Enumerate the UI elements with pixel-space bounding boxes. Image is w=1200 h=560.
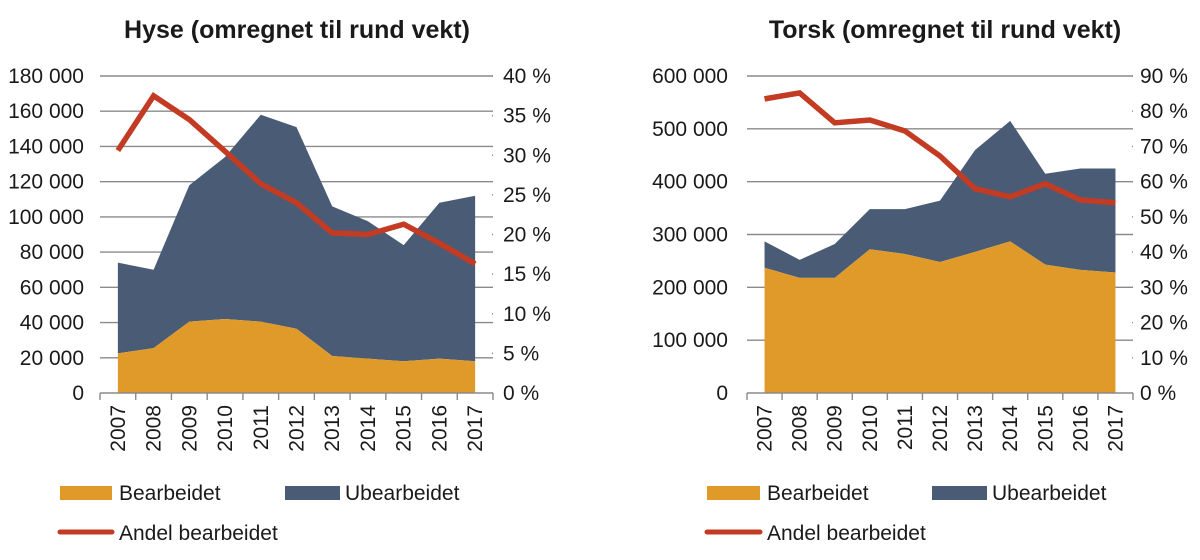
- x-tick-label: 2013: [964, 405, 987, 452]
- x-tick-label: 2009: [824, 405, 847, 452]
- x-tick-label: 2013: [321, 405, 344, 452]
- y-axis-ticks: 0 20 000 40 000 60 000 80 000 100 000 120 000 1…: [8, 65, 84, 405]
- legend-item-ubearbeidet: Ubearbeidet: [285, 482, 460, 505]
- y2-tick-label: 50 %: [1140, 206, 1188, 229]
- x-tick-label: 2007: [754, 405, 777, 452]
- chart-hyse: Hyse (omregnet til rund vekt) 0 20 000 40 …: [8, 16, 551, 545]
- y2-tick-label: 10 %: [1140, 347, 1188, 370]
- area-ubearbeidet: [117, 114, 476, 362]
- y-tick-label: 400 000: [652, 171, 728, 194]
- y-tick-label: 140 000: [8, 135, 84, 158]
- legend-swatch-ubearbeidet: [285, 486, 340, 500]
- x-tick-label: 2015: [1034, 405, 1057, 452]
- y2-tick-label: 60 %: [1140, 171, 1188, 194]
- area-ubearbeidet: [764, 120, 1116, 278]
- chart-title: Torsk (omregnet til rund vekt): [769, 16, 1121, 44]
- y-tick-label: 100 000: [652, 329, 728, 352]
- y-tick-label: 0: [72, 382, 84, 405]
- axes: [99, 75, 494, 400]
- x-tick-label: 2008: [143, 405, 166, 452]
- legend-label-andel-bearbeidet: Andel bearbeidet: [119, 522, 278, 545]
- x-axis-ticks: 2007 2008 2009 2010 2011 2012 2013 2014 2015 2016…: [107, 405, 487, 452]
- y2-tick-label: 0 %: [1140, 382, 1176, 405]
- legend-label-bearbeidet: Bearbeidet: [119, 482, 221, 505]
- y-tick-label: 500 000: [652, 118, 728, 141]
- legend-swatch-bearbeidet: [60, 486, 112, 500]
- chart-torsk: Torsk (omregnet til rund vekt) 0 100 000 2…: [652, 16, 1188, 545]
- x-tick-label: 2017: [1104, 405, 1127, 452]
- legend-swatch-ubearbeidet: [932, 486, 987, 500]
- y-axis-ticks: 0 100 000 200 000 300 000 400 000 500 000 600 …: [652, 65, 728, 405]
- y2-tick-label: 20 %: [1140, 312, 1188, 335]
- y2-tick-label: 30 %: [1140, 276, 1188, 299]
- y-tick-label: 180 000: [8, 65, 84, 88]
- legend-label-ubearbeidet: Ubearbeidet: [345, 482, 460, 505]
- x-tick-label: 2014: [999, 405, 1022, 452]
- legend-item-andel-bearbeidet: Andel bearbeidet: [704, 522, 926, 545]
- legend-label-ubearbeidet: Ubearbeidet: [992, 482, 1107, 505]
- x-tick-label: 2010: [214, 405, 237, 452]
- legend-swatch-bearbeidet: [707, 486, 760, 500]
- y2-tick-label: 10 %: [503, 303, 551, 326]
- y-tick-label: 40 000: [20, 312, 84, 335]
- y2-axis-ticks: 0 % 5 % 10 % 15 % 20 % 25 % 30 % 35 % 40 %: [503, 65, 551, 405]
- area-bearbeidet: [117, 319, 476, 393]
- areas: [764, 120, 1116, 393]
- legend-item-bearbeidet: Bearbeidet: [60, 482, 221, 505]
- x-tick-label: 2014: [357, 405, 380, 452]
- y2-tick-label: 0 %: [503, 382, 539, 405]
- chart-title: Hyse (omregnet til rund vekt): [124, 16, 470, 44]
- y2-tick-label: 25 %: [503, 184, 551, 207]
- y-tick-label: 600 000: [652, 65, 728, 88]
- y-tick-label: 120 000: [8, 171, 84, 194]
- x-tick-label: 2007: [107, 405, 130, 452]
- y2-tick-label: 70 %: [1140, 135, 1188, 158]
- y-tick-label: 200 000: [652, 276, 728, 299]
- y-tick-label: 20 000: [20, 347, 84, 370]
- y2-tick-label: 35 %: [503, 105, 551, 128]
- areas: [117, 114, 476, 393]
- x-tick-label: 2016: [428, 405, 451, 452]
- x-tick-label: 2015: [393, 405, 416, 452]
- x-tick-label: 2016: [1069, 405, 1092, 452]
- y-tick-label: 0: [716, 382, 728, 405]
- y2-tick-label: 20 %: [503, 224, 551, 247]
- legend-item-bearbeidet: Bearbeidet: [707, 482, 869, 505]
- x-tick-label: 2012: [929, 405, 952, 452]
- lines: [115, 91, 477, 267]
- y2-tick-label: 5 %: [503, 342, 539, 365]
- legend-label-bearbeidet: Bearbeidet: [767, 482, 869, 505]
- y2-tick-label: 40 %: [503, 65, 551, 88]
- y2-tick-label: 30 %: [503, 144, 551, 167]
- axes: [746, 75, 1134, 400]
- y-tick-label: 300 000: [652, 224, 728, 247]
- x-tick-label: 2017: [464, 405, 487, 452]
- x-tick-label: 2012: [286, 405, 309, 452]
- x-tick-label: 2008: [789, 405, 812, 452]
- legend-item-andel-bearbeidet: Andel bearbeidet: [57, 522, 278, 545]
- legend: Bearbeidet Ubearbeidet Andel bearbeidet: [57, 482, 460, 545]
- x-tick-label: 2009: [178, 405, 201, 452]
- line-andel-bearbeidet: [115, 91, 477, 267]
- legend-item-ubearbeidet: Ubearbeidet: [932, 482, 1107, 505]
- y2-axis-ticks: 0 % 10 % 20 % 30 % 40 % 50 % 60 % 70 % 80 % 90 %: [1140, 65, 1188, 405]
- y2-tick-label: 40 %: [1140, 241, 1188, 264]
- line-andel-bearbeidet: [764, 89, 1116, 206]
- y-tick-label: 100 000: [8, 206, 84, 229]
- y-tick-label: 80 000: [20, 241, 84, 264]
- x-tick-label: 2010: [859, 405, 882, 452]
- area-bearbeidet: [764, 241, 1116, 393]
- y-tick-label: 60 000: [20, 276, 84, 299]
- x-axis-ticks: 2007 2008 2009 2010 2011 2012 2013 2014 2015 2016…: [754, 405, 1128, 452]
- y2-tick-label: 15 %: [503, 263, 551, 286]
- y-tick-label: 160 000: [8, 100, 84, 123]
- y2-tick-label: 80 %: [1140, 100, 1188, 123]
- y2-tick-label: 90 %: [1140, 65, 1188, 88]
- x-tick-label: 2011: [894, 405, 917, 450]
- legend: Bearbeidet Ubearbeidet Andel bearbeidet: [704, 482, 1107, 545]
- x-tick-label: 2011: [250, 405, 273, 450]
- legend-label-andel-bearbeidet: Andel bearbeidet: [767, 522, 926, 545]
- lines: [764, 89, 1116, 206]
